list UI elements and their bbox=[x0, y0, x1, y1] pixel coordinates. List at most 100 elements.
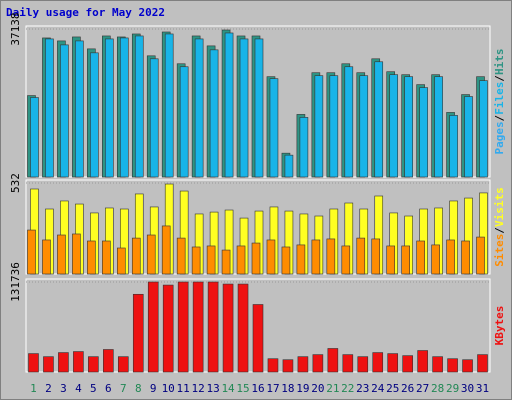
bar bbox=[116, 247, 126, 275]
bar bbox=[299, 117, 309, 178]
bar bbox=[207, 281, 219, 373]
bar bbox=[417, 350, 428, 373]
bar bbox=[192, 281, 204, 373]
bar bbox=[401, 245, 410, 275]
x-tick-label: 29 bbox=[446, 382, 459, 395]
bar bbox=[311, 239, 321, 275]
y-tick-label: 131736 bbox=[9, 262, 22, 302]
bar bbox=[147, 281, 159, 373]
bar bbox=[30, 97, 39, 178]
bar bbox=[252, 304, 264, 373]
bar bbox=[209, 49, 219, 178]
x-tick-label: 26 bbox=[401, 382, 414, 395]
bar bbox=[284, 154, 294, 178]
bar bbox=[356, 237, 366, 275]
bar bbox=[103, 349, 114, 373]
bar bbox=[267, 358, 279, 373]
bar bbox=[312, 354, 324, 373]
legend-separator: / bbox=[493, 227, 506, 234]
bar bbox=[359, 75, 369, 178]
bar bbox=[87, 240, 96, 275]
x-tick-label: 13 bbox=[206, 382, 219, 395]
bar bbox=[446, 239, 455, 275]
bar bbox=[117, 356, 129, 373]
bar bbox=[449, 115, 458, 178]
legend-separator: / bbox=[493, 115, 506, 122]
bar bbox=[194, 38, 204, 178]
bar bbox=[237, 283, 249, 373]
bar bbox=[404, 76, 413, 178]
x-tick-label: 10 bbox=[162, 382, 175, 395]
bar bbox=[431, 244, 440, 275]
bar bbox=[297, 356, 309, 373]
bar bbox=[177, 281, 189, 373]
bar bbox=[326, 238, 336, 275]
x-tick-label: 28 bbox=[431, 382, 444, 395]
bar bbox=[461, 240, 470, 275]
x-tick-label: 17 bbox=[266, 382, 279, 395]
bar bbox=[60, 44, 69, 178]
x-tick-label: 4 bbox=[75, 382, 82, 395]
bar bbox=[341, 245, 351, 275]
bar bbox=[161, 225, 171, 275]
x-tick-label: 20 bbox=[311, 382, 324, 395]
bar bbox=[387, 353, 399, 373]
bar bbox=[296, 244, 306, 275]
x-tick-label: 23 bbox=[356, 382, 369, 395]
x-tick-label: 22 bbox=[341, 382, 354, 395]
bar bbox=[447, 358, 458, 373]
bar bbox=[206, 245, 216, 275]
bar bbox=[224, 32, 234, 178]
bar bbox=[251, 242, 261, 275]
bar bbox=[105, 38, 114, 178]
bar bbox=[479, 80, 488, 178]
bar bbox=[132, 293, 144, 373]
x-tick-label: 5 bbox=[90, 382, 97, 395]
bar bbox=[281, 246, 291, 275]
bar bbox=[176, 237, 186, 275]
x-tick-label: 24 bbox=[371, 382, 385, 395]
bar bbox=[90, 52, 99, 178]
bar bbox=[371, 238, 381, 275]
bar bbox=[221, 249, 231, 275]
x-tick-label: 21 bbox=[326, 382, 339, 395]
bar bbox=[149, 58, 159, 178]
bar bbox=[146, 234, 156, 275]
x-tick-label: 15 bbox=[236, 382, 249, 395]
x-tick-label: 18 bbox=[281, 382, 294, 395]
bar bbox=[372, 352, 384, 373]
legend-entry: Visits bbox=[493, 187, 506, 227]
bar bbox=[329, 75, 339, 178]
bar bbox=[43, 356, 54, 373]
bar bbox=[222, 283, 234, 373]
bar bbox=[27, 229, 36, 275]
x-tick-label: 31 bbox=[476, 382, 489, 395]
bar bbox=[57, 234, 66, 275]
legend-separator: / bbox=[493, 75, 506, 82]
bar bbox=[162, 284, 174, 373]
bar bbox=[179, 66, 189, 178]
x-tick-label: 9 bbox=[150, 382, 157, 395]
bar bbox=[386, 245, 396, 275]
bar bbox=[462, 359, 473, 373]
legend-entry: Files bbox=[493, 82, 506, 115]
x-tick-label: 7 bbox=[120, 382, 127, 395]
bar bbox=[42, 239, 51, 275]
bar bbox=[254, 38, 264, 178]
x-tick-label: 25 bbox=[386, 382, 399, 395]
y-tick-label: 37138 bbox=[9, 12, 22, 45]
x-tick-label: 19 bbox=[296, 382, 309, 395]
bar bbox=[236, 245, 246, 275]
legend-entry: KBytes bbox=[493, 306, 506, 346]
x-tick-label: 27 bbox=[416, 382, 429, 395]
bar bbox=[88, 356, 99, 373]
bar bbox=[434, 76, 443, 178]
bar bbox=[282, 359, 294, 373]
bar bbox=[119, 37, 129, 178]
bar bbox=[327, 348, 339, 373]
bar bbox=[342, 354, 354, 373]
x-tick-label: 14 bbox=[221, 382, 235, 395]
bar bbox=[344, 66, 354, 178]
